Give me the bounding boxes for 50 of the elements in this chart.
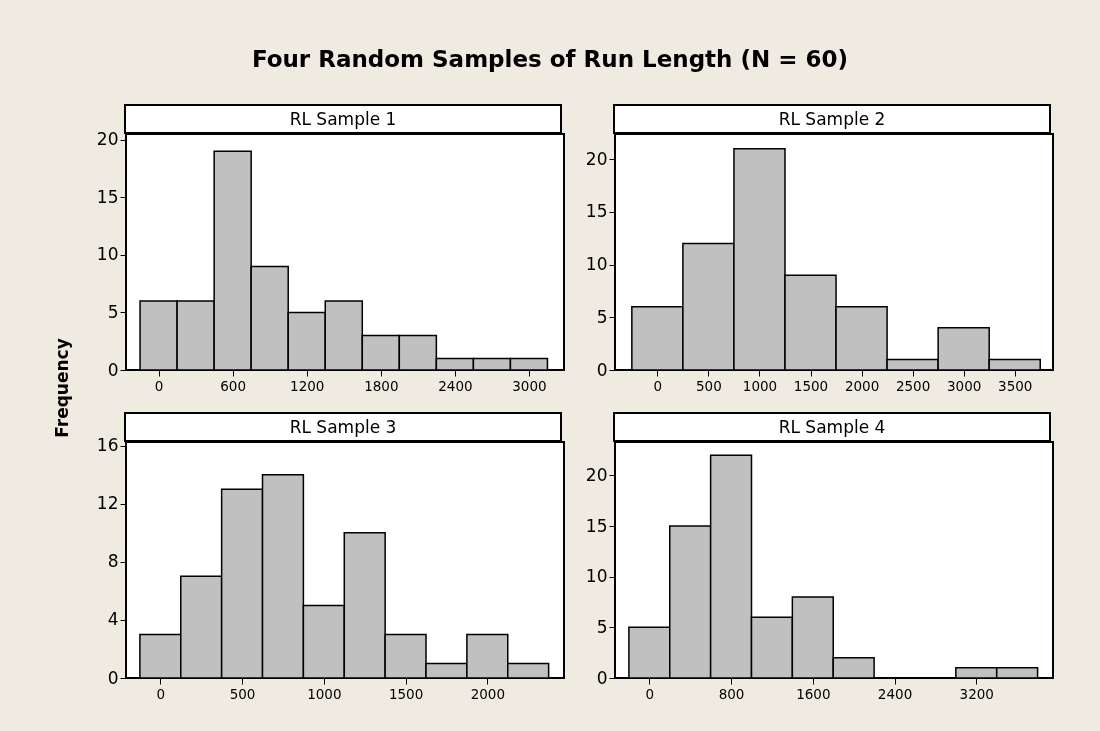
y-axis-title: Frequency [52, 338, 72, 438]
y-tick-label: 10 [96, 244, 119, 265]
y-tick-label: 10 [585, 254, 608, 275]
x-tick-label: 1000 [307, 685, 342, 702]
x-tick-label: 3500 [998, 377, 1033, 394]
y-tick-label: 0 [596, 359, 608, 380]
chart-title: RL Sample 2 [613, 104, 1051, 134]
x-tick-label: 3200 [959, 685, 994, 702]
x-tick-label: 2000 [844, 377, 880, 394]
y-tick-label: 20 [96, 129, 119, 150]
y-tick-label: 10 [585, 566, 608, 587]
y-tick-label: 15 [585, 515, 608, 536]
y-tick-label: 0 [107, 667, 119, 688]
chart-title: RL Sample 4 [613, 412, 1051, 442]
x-tick-label: 1800 [364, 377, 399, 394]
x-tick-label: 0 [645, 685, 655, 702]
y-tick-label: 8 [107, 551, 119, 572]
x-tick-label: 0 [653, 377, 663, 394]
x-tick-label: 2500 [895, 377, 931, 394]
x-tick-label: 2000 [470, 685, 505, 702]
x-tick-label: 500 [696, 377, 722, 394]
chart-title: RL Sample 1 [124, 104, 562, 134]
x-tick-label: 1500 [793, 377, 829, 394]
y-tick-label: 5 [107, 301, 119, 322]
x-tick-label: 1200 [290, 377, 325, 394]
x-tick-label: 500 [229, 685, 256, 702]
y-tick-label: 5 [596, 306, 608, 327]
text: Four Random Samples of Run Length (N = 60) [250, 46, 850, 72]
x-tick-label: 1000 [742, 377, 778, 394]
x-tick-label: 3000 [946, 377, 982, 394]
x-tick-label: 0 [156, 685, 166, 702]
x-tick-label: 2400 [438, 377, 473, 394]
x-tick-label: 3000 [512, 377, 547, 394]
x-tick-label: 800 [718, 685, 745, 702]
y-tick-label: 15 [585, 201, 608, 222]
x-tick-label: 2400 [877, 685, 913, 702]
y-tick-label: 12 [96, 493, 119, 514]
y-tick-label: 0 [596, 667, 608, 688]
y-tick-label: 16 [96, 435, 119, 456]
x-tick-label: 600 [220, 377, 247, 394]
y-tick-label: 20 [585, 464, 608, 485]
y-tick-label: 5 [596, 616, 608, 637]
y-tick-label: 20 [585, 148, 608, 169]
x-tick-label: 1500 [388, 685, 424, 702]
y-tick-label: 0 [107, 359, 119, 380]
y-tick-label: 4 [107, 609, 119, 630]
x-tick-label: 0 [154, 377, 164, 394]
chart-title: RL Sample 3 [124, 412, 562, 442]
x-tick-label: 1600 [796, 685, 831, 702]
y-tick-label: 15 [96, 186, 119, 207]
